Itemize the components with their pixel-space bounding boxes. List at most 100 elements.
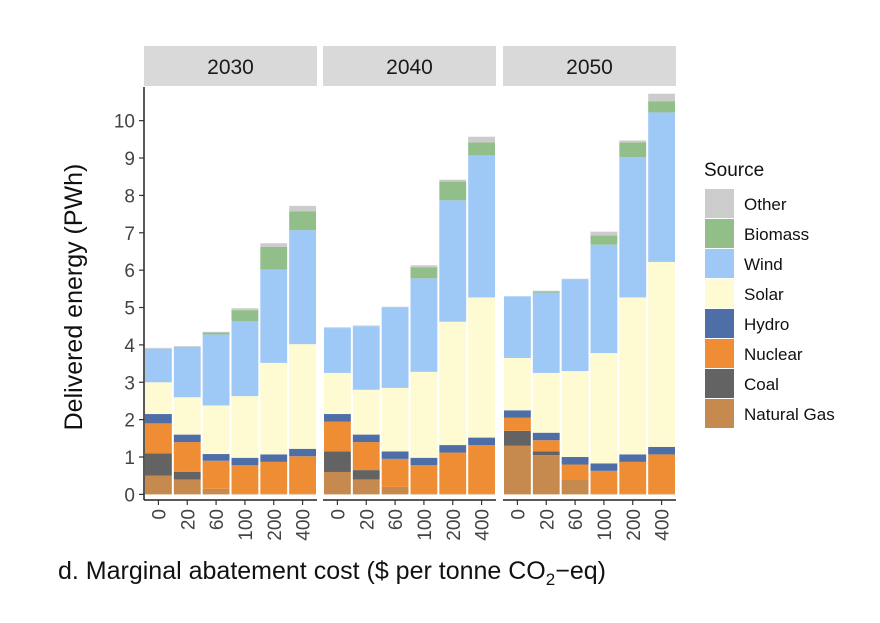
panel-2040: 2040: [323, 46, 496, 495]
bar-segment-hydro: [619, 454, 647, 462]
bar-segment-hydro: [561, 457, 589, 465]
bar-segment-other: [352, 325, 380, 327]
y-tick-label: 9: [124, 149, 135, 170]
facet-strip-label: 2030: [207, 56, 254, 79]
bar-segment-nuclear: [173, 442, 201, 472]
x-tick-label: 100: [236, 509, 257, 541]
bar-segment-nuclear: [410, 465, 438, 494]
legend-item-solar: Solar: [705, 279, 784, 308]
legend-item-hydro: Hydro: [705, 309, 789, 338]
bar-segment-other: [590, 231, 618, 236]
bar-segment-natural-gas: [504, 445, 531, 495]
bar-segment-natural-gas: [532, 455, 560, 495]
bar-segment-nuclear: [561, 464, 589, 480]
bar-segment-other: [173, 346, 201, 347]
bar-segment-natural-gas: [468, 493, 495, 495]
bar-segment-hydro: [173, 434, 201, 443]
bar-segment-wind: [202, 334, 230, 406]
bar-segment-other: [532, 290, 560, 292]
bar-segment-hydro: [289, 448, 316, 457]
bar-segment-wind: [410, 278, 438, 372]
bar-segment-solar: [260, 362, 288, 455]
bar-segment-biomass: [619, 142, 647, 158]
legend-label: Nuclear: [744, 345, 803, 364]
bar-segment-nuclear: [352, 442, 380, 471]
x-tick-label: 200: [265, 509, 286, 541]
bar-segment-hydro: [410, 457, 438, 466]
bar-segment-other: [324, 327, 351, 329]
bar-segment-solar: [410, 371, 438, 458]
x-tick-label: 0: [508, 509, 529, 520]
y-tick-label: 4: [124, 336, 135, 357]
bar-segment-biomass: [468, 142, 495, 156]
x-tick-label: 200: [624, 509, 645, 541]
bar-stack-2040-200: [439, 179, 467, 495]
bar-segment-hydro: [324, 414, 351, 422]
bar-segment-hydro: [439, 445, 467, 453]
x-tick-label: 60: [207, 509, 228, 530]
bar-segment-natural-gas: [145, 475, 172, 495]
bar-segment-solar: [202, 405, 230, 455]
bar-segment-hydro: [381, 451, 409, 459]
bar-segment-coal: [173, 471, 201, 480]
bar-segment-hydro: [468, 437, 495, 446]
bar-segment-nuclear: [289, 456, 316, 494]
legend-key: [705, 279, 734, 308]
y-tick-label: 8: [124, 186, 135, 207]
bar-segment-biomass: [439, 181, 467, 201]
bar-segment-solar: [231, 396, 259, 458]
bar-segment-natural-gas: [561, 479, 589, 495]
bar-segment-solar: [468, 297, 495, 438]
facet-strip-label: 2040: [386, 56, 433, 79]
bar-segment-natural-gas: [439, 493, 467, 495]
bar-segment-biomass: [202, 332, 230, 335]
legend-label: Wind: [744, 255, 783, 274]
bar-segment-natural-gas: [289, 493, 316, 495]
bar-segment-wind: [532, 292, 560, 373]
legend-key: [705, 369, 734, 398]
bar-segment-natural-gas: [324, 471, 351, 495]
bar-segment-wind: [439, 200, 467, 322]
legend-item-natural-gas: Natural Gas: [705, 399, 835, 428]
bar-segment-solar: [590, 353, 618, 464]
bar-segment-coal: [324, 451, 351, 472]
bar-segment-nuclear: [260, 461, 288, 494]
y-axis: 0 1 2 3 4 5 6 7 8 9 10: [114, 87, 145, 506]
bar-segment-solar: [619, 297, 647, 455]
y-tick-label: 6: [124, 261, 135, 282]
bar-segment-wind: [231, 321, 259, 397]
y-tick-label: 1: [124, 448, 135, 469]
bar-segment-natural-gas: [590, 493, 618, 495]
bar-segment-hydro: [590, 463, 618, 471]
bar-segment-nuclear: [202, 460, 230, 489]
bar-segment-natural-gas: [260, 493, 288, 495]
bar-stack-2040-60: [381, 306, 409, 495]
x-tick-label: 60: [566, 509, 587, 530]
bar-segment-hydro: [202, 454, 230, 461]
bar-segment-nuclear: [324, 421, 351, 452]
x-tick-label: 100: [595, 509, 616, 541]
x-axis-title-subscript: 2: [546, 570, 555, 589]
x-axis-title: d. Marginal abatement cost ($ per tonne …: [58, 557, 606, 589]
bar-segment-natural-gas: [410, 493, 438, 495]
bar-segment-nuclear: [590, 470, 618, 494]
bar-segment-natural-gas: [648, 493, 675, 495]
legend-key: [705, 339, 734, 368]
bar-segment-biomass: [410, 267, 438, 279]
bar-segment-hydro: [504, 410, 531, 418]
bar-segment-biomass: [648, 101, 675, 113]
bar-segment-coal: [532, 451, 560, 456]
bar-segment-nuclear: [648, 454, 675, 494]
bar-stack-2040-400: [468, 136, 495, 495]
legend-label: Solar: [744, 285, 784, 304]
bar-segment-solar: [145, 382, 172, 415]
bar-segment-wind: [260, 269, 288, 363]
bar-segment-other: [410, 265, 438, 268]
bar-segment-biomass: [590, 235, 618, 245]
bar-segment-nuclear: [468, 445, 495, 494]
x-tick-label: 0: [328, 509, 349, 520]
x-axis: 0 20 60 100 200 400 0 20 60 100 200 400 0 20 60 100 200 4…: [144, 499, 676, 541]
bar-stack-2030-400: [289, 205, 316, 495]
bar-segment-wind: [468, 155, 495, 298]
bar-segment-nuclear: [619, 461, 647, 494]
